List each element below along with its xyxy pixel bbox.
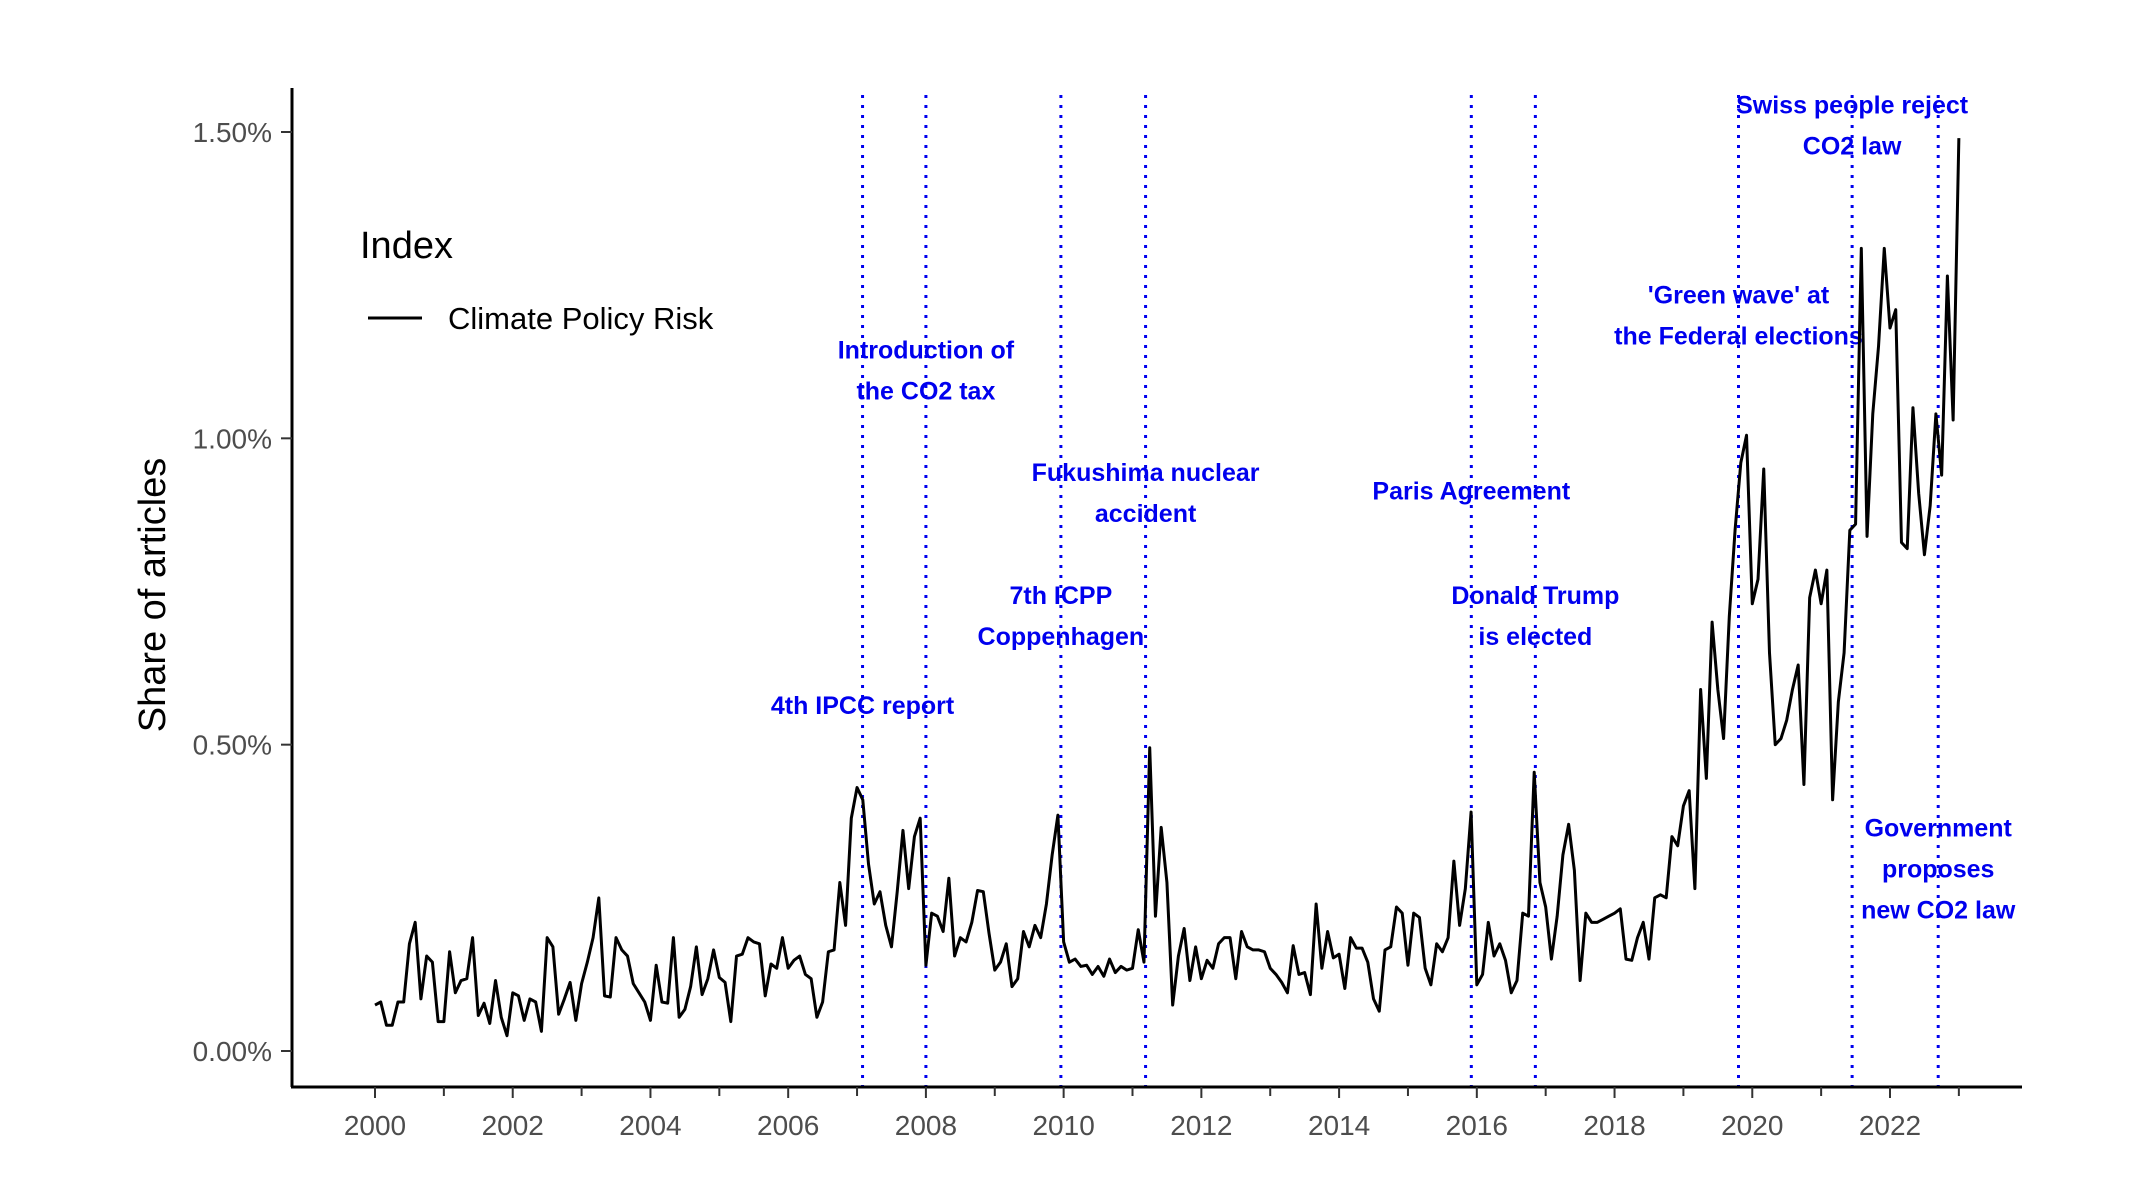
event-label: is elected xyxy=(1478,623,1592,651)
x-tick-label: 2020 xyxy=(1721,1110,1783,1141)
event-label: 'Green wave' at xyxy=(1648,282,1830,310)
axes xyxy=(290,88,2022,1089)
event-label: proposes xyxy=(1882,856,1995,884)
event-label: Donald Trump xyxy=(1451,582,1619,610)
event-label: Fukushima nuclear xyxy=(1032,459,1260,487)
y-tick-label: 1.50% xyxy=(193,117,272,148)
x-tick-label: 2014 xyxy=(1308,1110,1370,1141)
y-tick-label: 1.00% xyxy=(193,423,272,454)
series-line-climate-policy-risk xyxy=(374,138,1961,1038)
event-label: Government xyxy=(1865,815,2013,843)
x-tick-label: 2006 xyxy=(757,1110,819,1141)
event-label: accident xyxy=(1095,500,1197,528)
event-label: Coppenhagen xyxy=(978,623,1145,651)
ticks: 2000 2002 2004 2006 2008 2010 2012 2014 2016 2018… xyxy=(193,117,1960,1141)
event-label: Swiss people reject xyxy=(1736,92,1969,120)
legend-title: Index xyxy=(360,225,453,267)
event-label: Introduction of xyxy=(838,337,1015,365)
event-label: new CO2 law xyxy=(1861,897,2016,925)
x-tick-label: 2018 xyxy=(1583,1110,1645,1141)
x-tick-label: 2012 xyxy=(1170,1110,1232,1141)
event-label: CO2 law xyxy=(1803,133,1902,161)
y-tick-label: 0.00% xyxy=(193,1036,272,1067)
x-tick-label: 2008 xyxy=(895,1110,957,1141)
event-label: 7th ICPP xyxy=(1009,582,1112,610)
x-tick-label: 2002 xyxy=(482,1110,544,1141)
x-tick-label: 2022 xyxy=(1859,1110,1921,1141)
event-label: the Federal elections xyxy=(1614,323,1863,351)
legend: Index Climate Policy Risk xyxy=(360,225,714,336)
event-markers: 4th IPCC report Introduction of the CO2 ta… xyxy=(771,92,2016,1087)
x-tick-label: 2016 xyxy=(1446,1110,1508,1141)
y-tick-label: 0.50% xyxy=(193,730,272,761)
x-tick-label: 2000 xyxy=(344,1110,406,1141)
event-label: the CO2 tax xyxy=(856,378,995,406)
event-label: Paris Agreement xyxy=(1372,478,1570,506)
event-label: 4th IPCC report xyxy=(771,692,955,720)
y-axis-title: Share of articles xyxy=(132,458,174,733)
legend-label: Climate Policy Risk xyxy=(448,301,714,336)
x-tick-label: 2004 xyxy=(619,1110,681,1141)
x-tick-label: 2010 xyxy=(1032,1110,1094,1141)
series xyxy=(374,138,1961,1038)
